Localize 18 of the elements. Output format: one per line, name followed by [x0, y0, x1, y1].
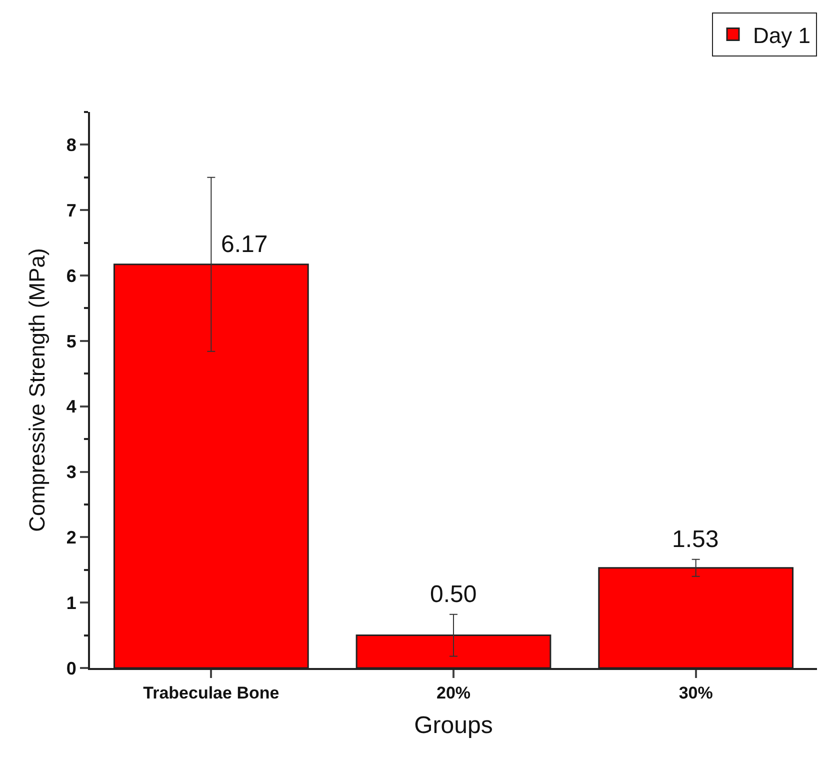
x-tick-label: Trabeculae Bone	[143, 683, 280, 702]
data-label: 1.53	[672, 526, 719, 553]
y-tick-label: 3	[66, 462, 76, 482]
y-tick-label: 6	[66, 266, 76, 286]
y-tick-label: 5	[66, 331, 76, 352]
y-axis-title: Compressive Strength (MPa)	[24, 248, 50, 532]
y-tick-label: 1	[66, 592, 76, 613]
x-axis-title: Groups	[414, 712, 493, 740]
y-tick-label: 4	[66, 396, 76, 417]
y-tick-label: 8	[66, 135, 76, 156]
data-label: 6.17	[221, 231, 268, 258]
data-label: 0.50	[430, 581, 477, 608]
y-tick-label: 7	[66, 200, 76, 220]
x-tick-label: 20%	[436, 683, 471, 702]
y-tick-label: 2	[66, 527, 76, 548]
x-tick-label: 30%	[678, 683, 713, 702]
legend-label: Day 1	[753, 22, 810, 48]
y-tick-label: 0	[66, 658, 76, 678]
